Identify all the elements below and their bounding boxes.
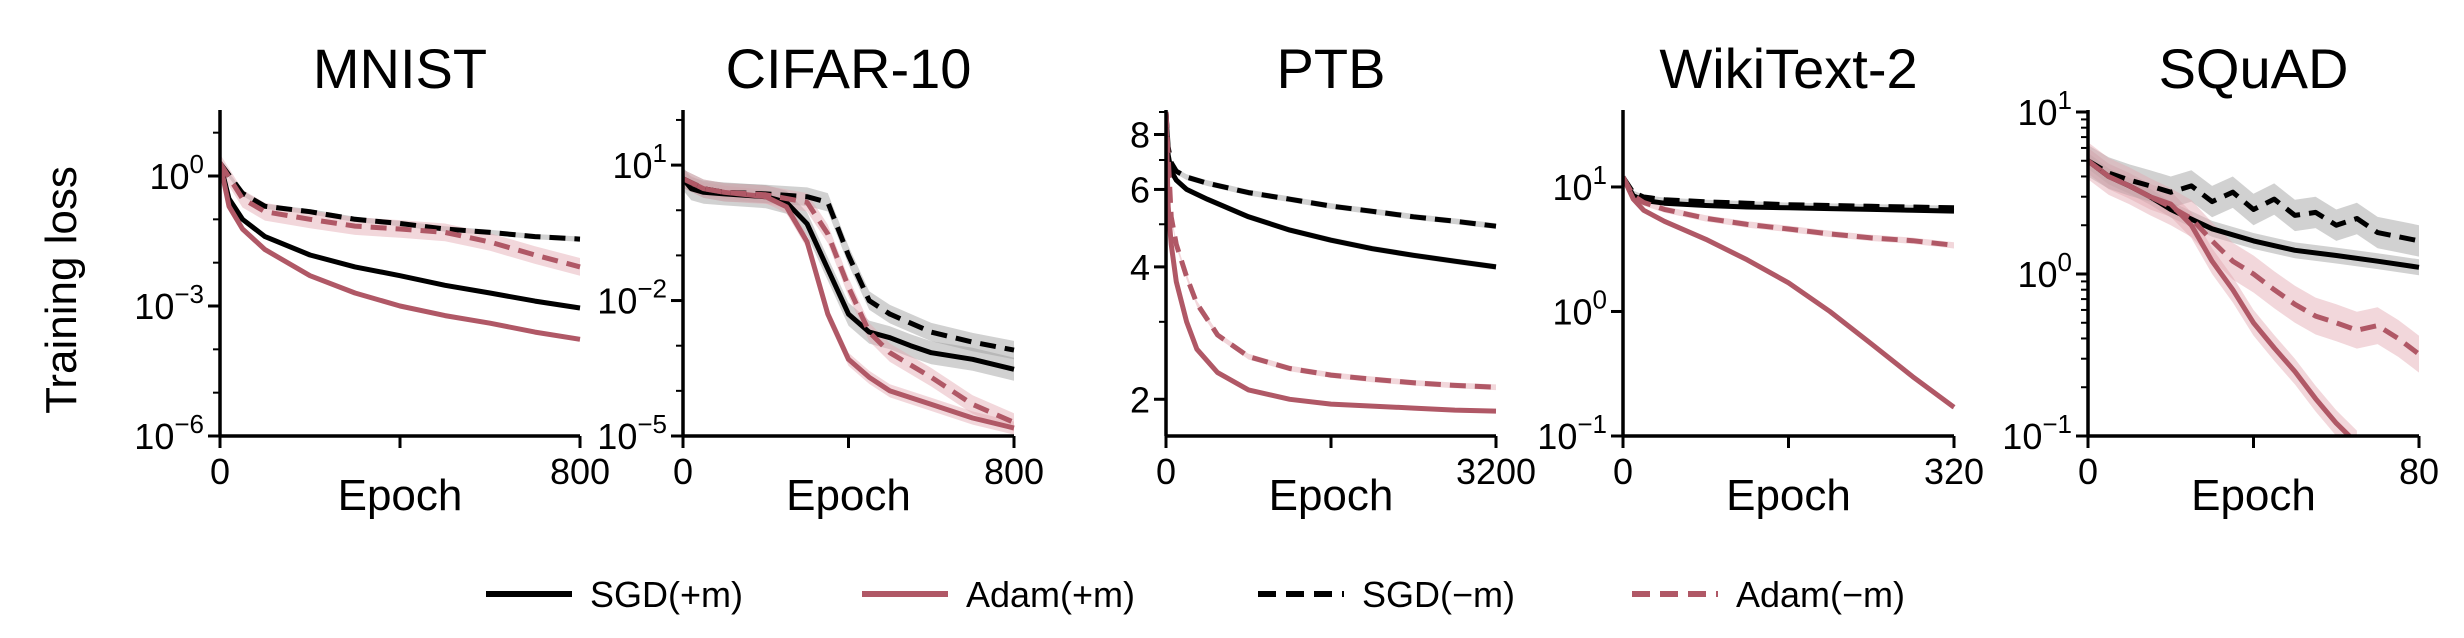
series-adam-m — [1623, 175, 1955, 248]
y-tick-label: 2 — [1130, 379, 1150, 420]
legend-item-sgd-m: SGD(−m) — [1258, 574, 1515, 615]
x-tick-label: 3200 — [1456, 451, 1536, 492]
panel-title: MNIST — [313, 37, 487, 100]
x-tick-label: 0 — [1156, 451, 1176, 492]
y-tick-label: 10−5 — [597, 409, 667, 457]
plot-area — [683, 167, 1015, 435]
x-tick-label: 0 — [210, 451, 230, 492]
x-tick-label: 0 — [673, 451, 693, 492]
band-adam-m — [2088, 142, 2419, 373]
y-tick-label: 100 — [149, 149, 204, 197]
plot-area — [1166, 109, 1497, 414]
panel-ptb: PTB 8 6 4 20 3200 Epoch — [1130, 37, 1536, 520]
legend-label: SGD(+m) — [590, 574, 743, 615]
x-tick-label: 320 — [1924, 451, 1984, 492]
series-sgd-plusm — [220, 162, 581, 311]
y-tick-label: 10−1 — [1537, 409, 1607, 457]
panel-title: SQuAD — [2159, 37, 2349, 100]
x-axis-label: Epoch — [338, 471, 463, 520]
series-sgd-m — [2088, 158, 2420, 244]
y-tick-label: 101 — [2017, 85, 2072, 133]
x-axis-label: Epoch — [1269, 471, 1394, 520]
panel-title: CIFAR-10 — [726, 37, 972, 100]
x-axis-label: Epoch — [1726, 471, 1851, 520]
band-sgd-m — [683, 169, 1014, 360]
legend-item-adam-m: Adam(−m) — [1632, 574, 1905, 615]
series-sgd-plusm — [1166, 111, 1497, 270]
series-sgd-m — [220, 161, 581, 242]
legend-label: SGD(−m) — [1362, 574, 1515, 615]
series-adam-plusm — [1166, 111, 1497, 414]
x-axis-label: Epoch — [2191, 471, 2316, 520]
band-sgd-m — [1623, 175, 1954, 210]
series-adam-plusm — [1623, 176, 1956, 410]
y-tick-label: 10−3 — [134, 279, 204, 327]
y-tick-label: 100 — [1552, 284, 1607, 332]
panel-squad: SQuAD 101 100 10−10 80 Epoch — [2002, 37, 2439, 520]
band-adam-m — [683, 169, 1014, 432]
y-axis-label: Training loss — [37, 166, 86, 414]
plot-area — [1623, 174, 1956, 410]
series-adam-plusm — [683, 176, 1015, 431]
y-tick-label: 4 — [1130, 247, 1150, 288]
plot-area — [220, 154, 581, 342]
plot-area — [2088, 142, 2421, 436]
y-tick-label: 6 — [1130, 169, 1150, 210]
series-sgd-m — [1623, 175, 1955, 211]
series-adam-m — [1166, 111, 1497, 390]
x-tick-label: 800 — [984, 451, 1044, 492]
x-tick-label: 80 — [2399, 451, 2439, 492]
panel-title: PTB — [1277, 37, 1386, 100]
band-adam-m — [220, 154, 580, 276]
legend-item-sgd-plusm: SGD(+m) — [486, 574, 743, 615]
y-tick-label: 8 — [1130, 114, 1150, 155]
series-adam-plusm — [220, 162, 581, 342]
series-sgd-m — [1166, 111, 1497, 229]
x-tick-label: 800 — [550, 451, 610, 492]
band-sgd-m — [1166, 109, 1496, 229]
band-sgd-m — [2088, 145, 2419, 257]
series-adam-m — [2088, 158, 2421, 357]
series-adam-m — [683, 176, 1015, 425]
legend-label: Adam(+m) — [966, 574, 1135, 615]
series-sgd-plusm — [683, 177, 1015, 372]
legend-item-adam-plusm: Adam(+m) — [862, 574, 1135, 615]
panel-title: WikiText-2 — [1659, 37, 1917, 100]
y-tick-label: 100 — [2017, 247, 2072, 295]
y-tick-label: 10−6 — [134, 409, 204, 457]
x-axis-label: Epoch — [786, 471, 911, 520]
y-tick-label: 10−2 — [597, 274, 667, 322]
x-tick-label: 0 — [1613, 451, 1633, 492]
x-tick-label: 0 — [2078, 451, 2098, 492]
panel-wikitext-2: WikiText-2 101 100 10−10 320 Epoch — [1537, 37, 1984, 520]
y-tick-label: 101 — [612, 138, 667, 186]
y-tick-label: 101 — [1552, 160, 1607, 208]
panel-mnist: MNIST 100 10−3 10−60 800 Epoch — [134, 37, 610, 520]
series-adam-m — [220, 161, 581, 270]
band-sgd-plusm — [1166, 109, 1496, 270]
legend: SGD(+m) Adam(+m) SGD(−m) Adam(−m) — [486, 574, 1905, 615]
legend-label: Adam(−m) — [1736, 574, 1905, 615]
band-adam-m — [1166, 109, 1496, 391]
y-tick-label: 10−1 — [2002, 409, 2072, 457]
panel-cifar-10: CIFAR-10 101 10−2 10−50 800 Epoch — [597, 37, 1044, 520]
